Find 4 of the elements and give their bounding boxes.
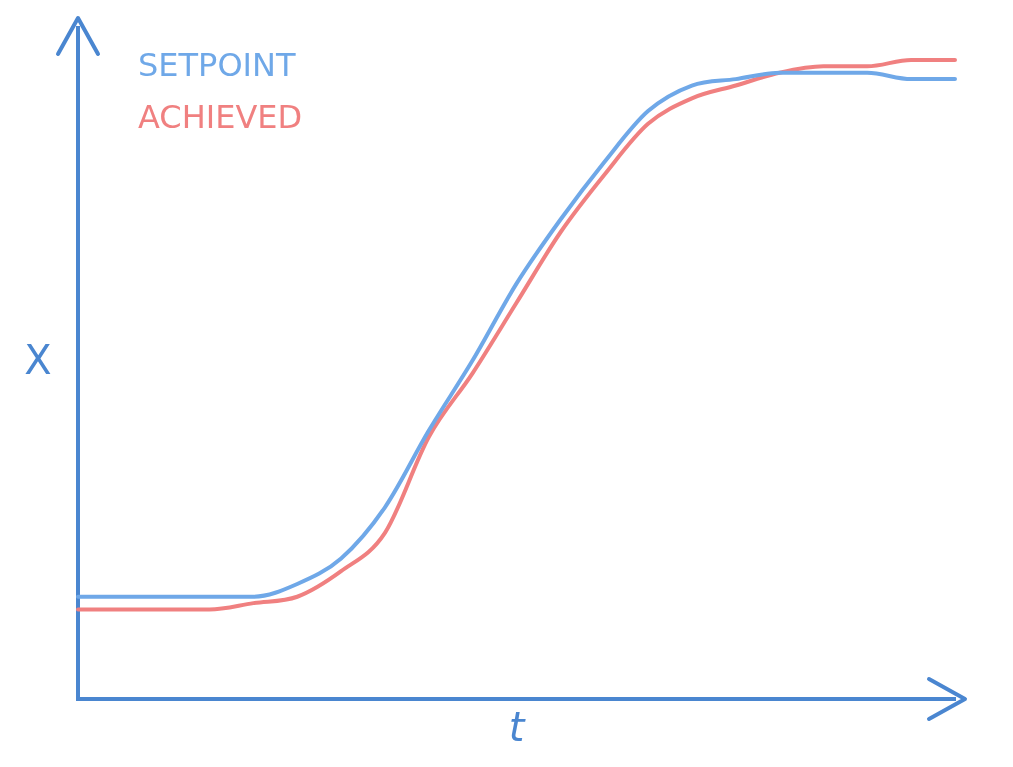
text: SETPOINT: [138, 46, 296, 85]
y-axis-title: X: [24, 336, 52, 383]
text: ACHIEVED: [138, 98, 303, 137]
x-axis-title: t: [508, 704, 526, 751]
